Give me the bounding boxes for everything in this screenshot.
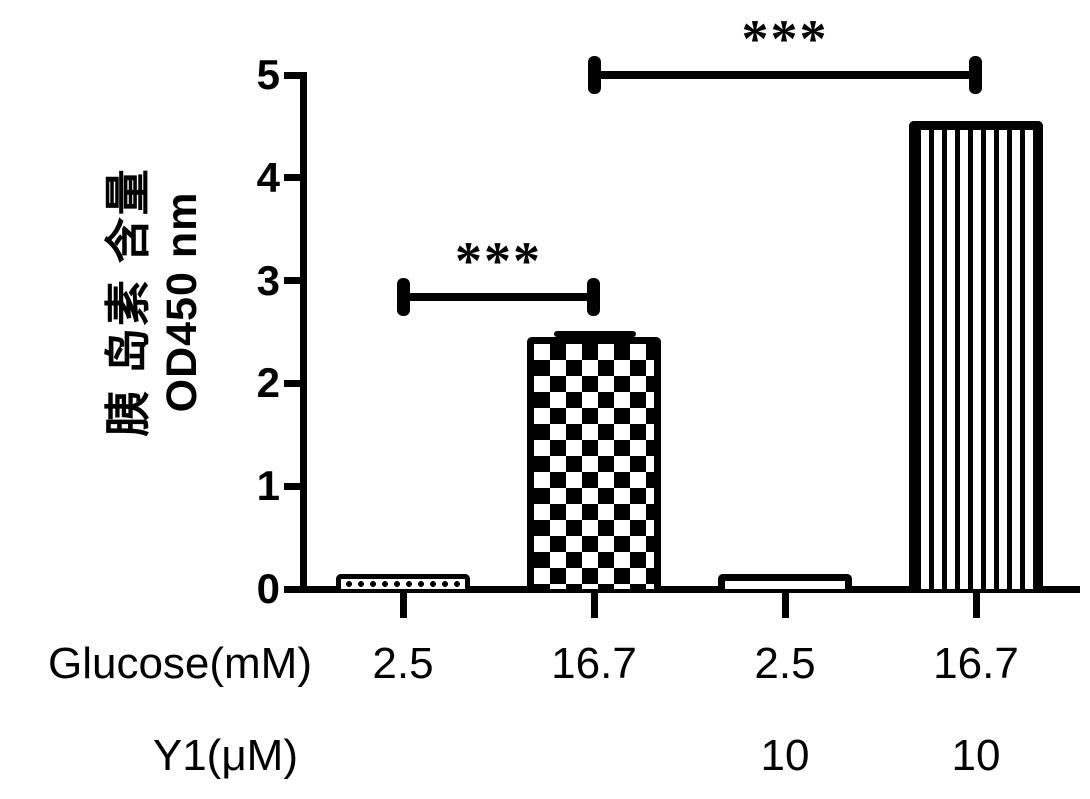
significance-bracket-line [403,293,594,301]
y-tick-label: 3 [256,256,280,304]
significance-stars: *** [741,9,829,69]
significance-stars: *** [455,231,542,291]
y-axis-title-line1: 胰 岛素 含量 [102,167,154,437]
x-tick-mark [781,590,789,618]
x-tick-mark [399,590,407,618]
significance-bracket-line [594,71,976,79]
y-tick-label: 5 [256,51,280,98]
y-tick-mark [284,277,303,285]
significance-bracket-cap-right [969,56,982,94]
y-tick-mark [284,482,303,490]
glucose-row-label: Glucose(mM) [47,639,312,688]
bar-vstripes [909,121,1043,589]
y-tick-mark [284,585,303,593]
bar-dots [336,574,470,589]
x-tick-mark [590,590,598,618]
y-tick-label: 1 [256,462,280,510]
x-axis-line [300,586,1080,593]
error-bar-cap [554,331,636,337]
significance-bracket-cap-left [588,56,601,94]
bar-plain [718,574,852,589]
y-axis-line [300,72,307,593]
y1-row-label: Y1(μM) [152,731,298,780]
y1-value: 10 [951,731,1001,780]
glucose-value: 16.7 [933,639,1019,688]
y-tick-mark [284,71,303,79]
significance-bracket-cap-right [587,278,600,316]
bar-checker [527,337,661,589]
glucose-value: 2.5 [754,639,816,688]
glucose-value: 16.7 [551,639,637,688]
y-tick-mark [284,379,303,387]
glucose-value: 2.5 [372,639,434,688]
y-tick-label: 0 [256,565,280,612]
significance-bracket-cap-left [397,278,410,316]
y-tick-label: 2 [256,359,280,407]
y-tick-mark [284,174,303,182]
y1-value: 10 [760,731,810,780]
x-tick-mark [972,590,980,618]
y-tick-label: 4 [256,153,280,201]
